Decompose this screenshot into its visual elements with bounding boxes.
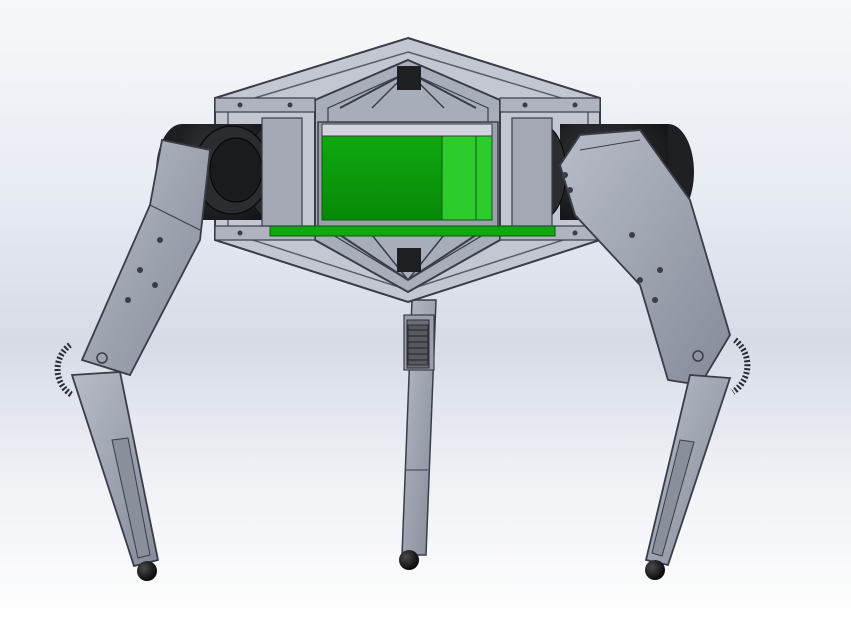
foot-center (399, 550, 419, 570)
foot-right (645, 560, 665, 580)
gear-icon (407, 324, 429, 366)
rear-leg-center (399, 299, 437, 570)
battery-pack (269, 121, 556, 237)
front-leg-right (559, 129, 751, 580)
front-leg-left (54, 138, 211, 581)
foot-left (137, 561, 157, 581)
